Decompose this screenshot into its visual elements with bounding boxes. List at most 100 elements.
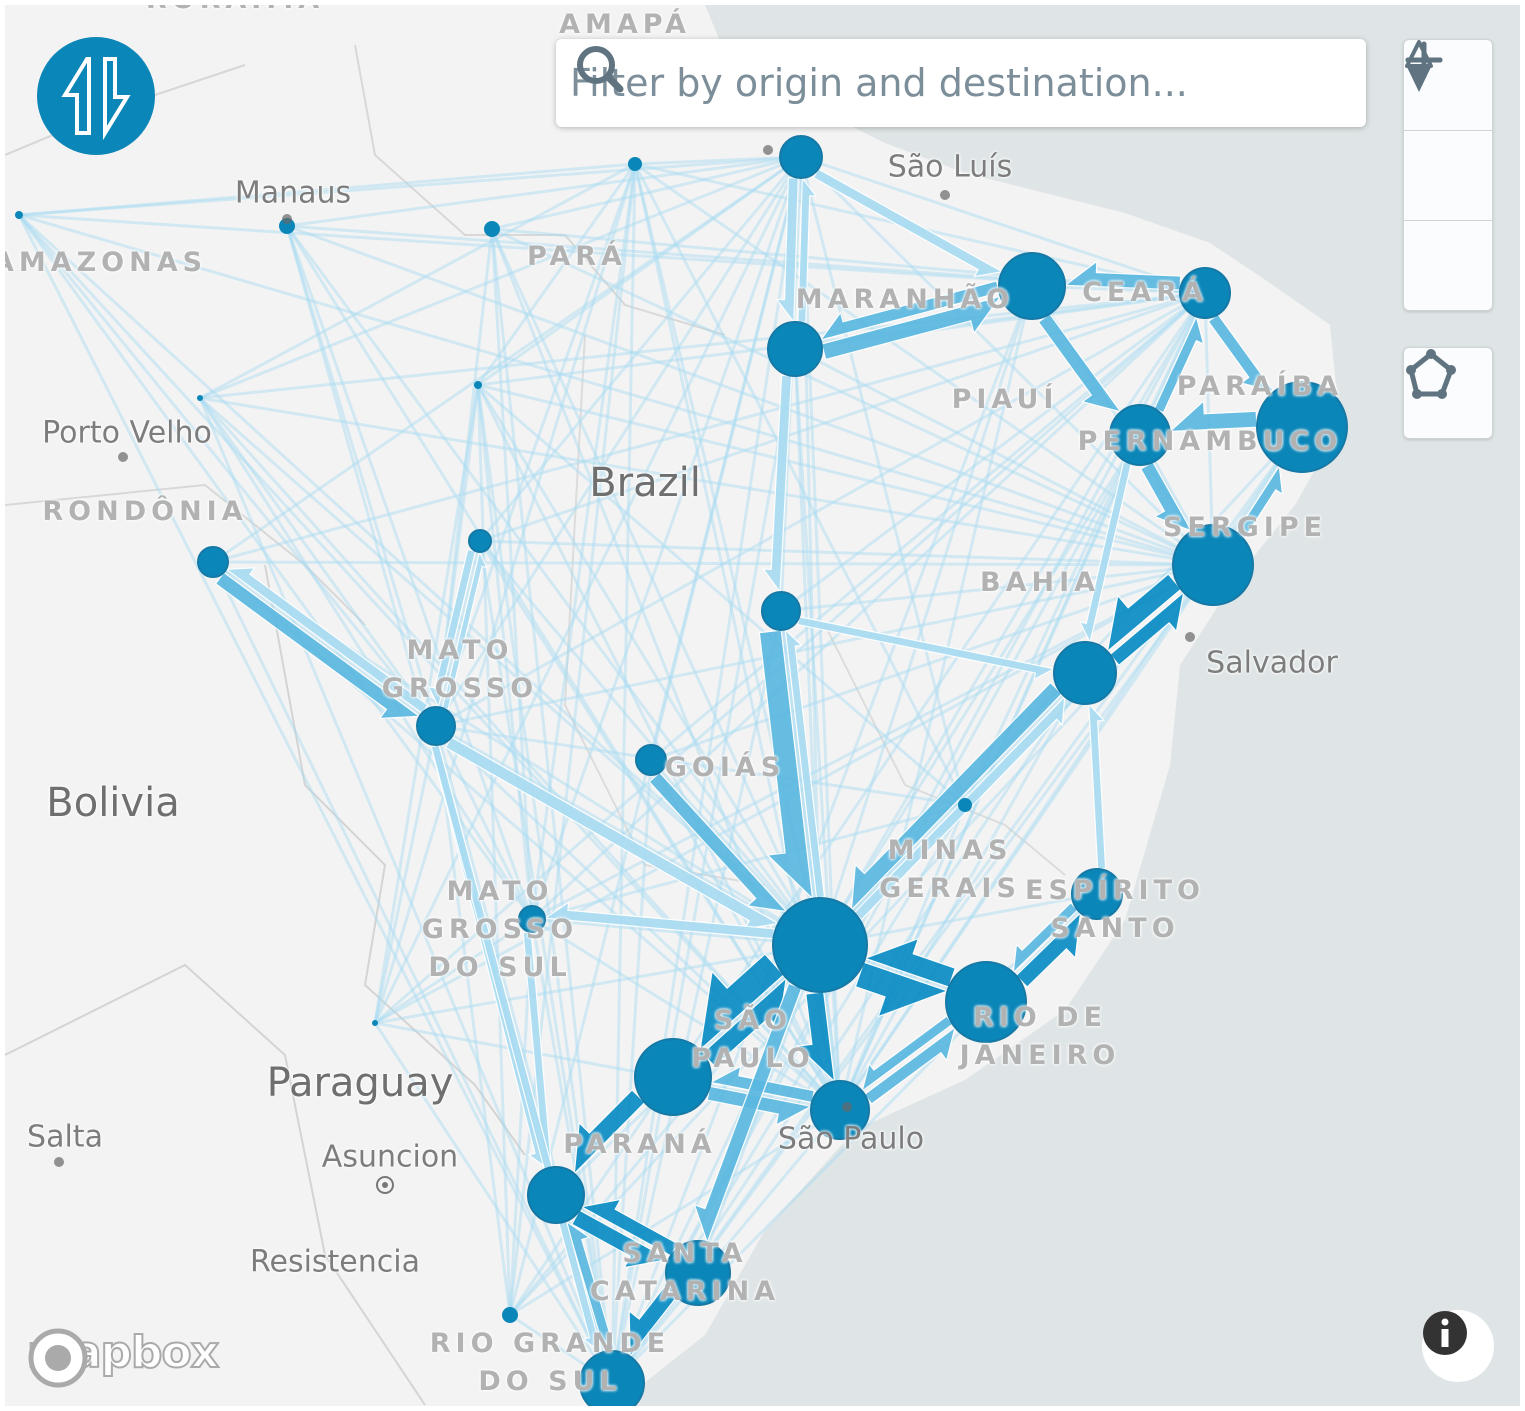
- flow-line[interactable]: [610, 348, 797, 1384]
- flow-line[interactable]: [476, 384, 822, 946]
- flow-line[interactable]: [634, 155, 802, 166]
- flow-line[interactable]: [531, 917, 841, 1112]
- flow-line[interactable]: [477, 383, 966, 807]
- flow-line[interactable]: [373, 156, 803, 1024]
- flow-line[interactable]: [491, 227, 1214, 567]
- flow-line[interactable]: [610, 285, 1034, 1384]
- flow-line[interactable]: [478, 540, 614, 1384]
- flow-arrow[interactable]: [1087, 702, 1107, 870]
- flow-line[interactable]: [610, 759, 653, 1384]
- location-node[interactable]: [958, 798, 972, 812]
- flow-line[interactable]: [212, 291, 1206, 564]
- flow-line[interactable]: [479, 539, 1214, 567]
- draw-polygon-button[interactable]: [1404, 348, 1492, 438]
- location-node[interactable]: [767, 321, 823, 377]
- location-node[interactable]: [1053, 641, 1117, 705]
- flow-line[interactable]: [490, 228, 534, 920]
- flow-line[interactable]: [530, 156, 803, 920]
- flow-line[interactable]: [531, 803, 966, 921]
- flow-line[interactable]: [779, 610, 822, 946]
- flow-line[interactable]: [478, 540, 822, 946]
- search-box[interactable]: [556, 39, 1366, 127]
- flow-line[interactable]: [476, 163, 637, 386]
- flow-line[interactable]: [633, 163, 967, 806]
- flow-line[interactable]: [198, 397, 438, 727]
- flow-line[interactable]: [373, 725, 438, 1024]
- flow-line[interactable]: [963, 292, 1207, 806]
- flow-line[interactable]: [610, 1109, 842, 1384]
- flow-line[interactable]: [610, 434, 1142, 1384]
- flow-line[interactable]: [373, 1022, 614, 1384]
- flow-line[interactable]: [285, 225, 822, 946]
- flow-line[interactable]: [286, 224, 1214, 567]
- location-node[interactable]: [634, 1038, 712, 1116]
- flow-line[interactable]: [18, 155, 802, 217]
- location-node[interactable]: [372, 1020, 378, 1026]
- flow-line[interactable]: [17, 214, 614, 1384]
- flow-line[interactable]: [286, 155, 802, 228]
- flow-line[interactable]: [508, 292, 1207, 1316]
- location-node[interactable]: [628, 157, 642, 171]
- flow-line[interactable]: [435, 724, 966, 807]
- flow-line[interactable]: [373, 163, 637, 1024]
- flow-line[interactable]: [17, 214, 438, 727]
- flow-line[interactable]: [491, 155, 802, 231]
- flow-line[interactable]: [198, 397, 534, 920]
- location-node[interactable]: [484, 221, 500, 237]
- flow-line[interactable]: [212, 560, 437, 728]
- flow-line[interactable]: [199, 396, 1214, 567]
- flow-line[interactable]: [799, 156, 967, 806]
- location-node[interactable]: [1256, 381, 1348, 473]
- location-node[interactable]: [1071, 868, 1123, 920]
- flow-line[interactable]: [780, 563, 1214, 613]
- flow-line[interactable]: [212, 560, 1214, 567]
- location-node[interactable]: [474, 381, 482, 389]
- flow-line[interactable]: [818, 434, 1142, 946]
- location-node[interactable]: [197, 546, 229, 578]
- flow-line[interactable]: [477, 155, 802, 387]
- zoom-out-button[interactable]: [1404, 57, 1492, 220]
- flow-line[interactable]: [509, 1108, 841, 1317]
- flow-line[interactable]: [435, 724, 821, 947]
- location-node[interactable]: [998, 252, 1066, 320]
- location-node[interactable]: [1172, 524, 1254, 606]
- location-node[interactable]: [579, 1350, 645, 1406]
- flow-line[interactable]: [838, 672, 1087, 1111]
- flow-line[interactable]: [285, 225, 438, 727]
- flow-line[interactable]: [649, 156, 803, 761]
- flow-line[interactable]: [476, 384, 534, 920]
- location-node[interactable]: [810, 1080, 870, 1140]
- flow-line[interactable]: [490, 228, 822, 946]
- flow-line[interactable]: [374, 917, 533, 1025]
- location-node[interactable]: [635, 744, 667, 776]
- location-node[interactable]: [772, 897, 868, 993]
- flow-line[interactable]: [17, 213, 842, 1112]
- location-node[interactable]: [416, 706, 456, 746]
- flow-line[interactable]: [508, 156, 803, 1316]
- location-node[interactable]: [518, 905, 546, 933]
- flow-line[interactable]: [531, 917, 821, 947]
- location-node[interactable]: [15, 211, 23, 219]
- map-canvas[interactable]: [5, 5, 1520, 1406]
- flow-line[interactable]: [818, 292, 1207, 946]
- flow-line[interactable]: [434, 540, 482, 727]
- location-node[interactable]: [665, 1240, 731, 1306]
- flow-line[interactable]: [478, 156, 803, 542]
- flow-line[interactable]: [434, 725, 534, 920]
- flow-line[interactable]: [780, 291, 1206, 613]
- flow-line[interactable]: [285, 225, 842, 1111]
- mapbox-logo[interactable]: mapbox: [26, 1326, 220, 1388]
- flow-map[interactable]: RORAIMA AMAPÁ AMAZONAS PARÁ MARANHÃO CEARÁ PIA…: [5, 5, 1520, 1406]
- flow-line[interactable]: [818, 671, 1087, 947]
- flow-line[interactable]: [479, 291, 1206, 543]
- flow-line[interactable]: [434, 156, 803, 727]
- flow-line[interactable]: [434, 725, 512, 1316]
- flow-line[interactable]: [610, 156, 803, 1384]
- flow-line[interactable]: [818, 285, 1034, 946]
- flow-line[interactable]: [838, 564, 1215, 1111]
- flow-line[interactable]: [794, 347, 1214, 567]
- flow-line[interactable]: [477, 383, 1214, 567]
- flow-line[interactable]: [18, 213, 1214, 567]
- location-node[interactable]: [502, 1307, 518, 1323]
- location-node[interactable]: [1179, 267, 1231, 319]
